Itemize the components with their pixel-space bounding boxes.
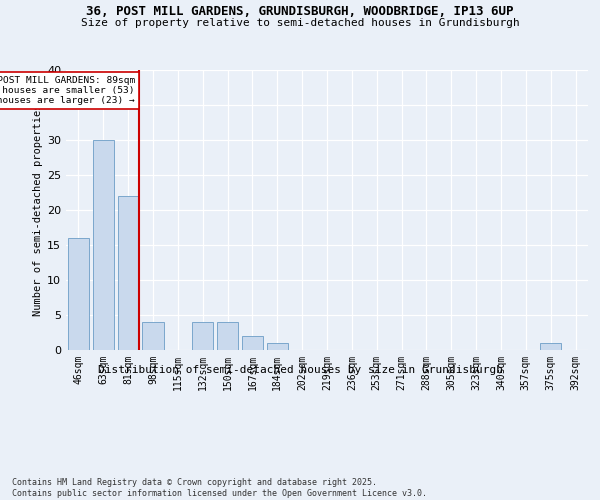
Bar xyxy=(192,322,213,350)
Bar xyxy=(242,336,263,350)
Bar xyxy=(93,140,114,350)
Text: Distribution of semi-detached houses by size in Grundisburgh: Distribution of semi-detached houses by … xyxy=(97,365,503,375)
Bar xyxy=(118,196,139,350)
Bar xyxy=(217,322,238,350)
Bar xyxy=(68,238,89,350)
Bar xyxy=(267,343,288,350)
Text: 36, POST MILL GARDENS, GRUNDISBURGH, WOODBRIDGE, IP13 6UP: 36, POST MILL GARDENS, GRUNDISBURGH, WOO… xyxy=(86,5,514,18)
Text: Size of property relative to semi-detached houses in Grundisburgh: Size of property relative to semi-detach… xyxy=(80,18,520,28)
Bar xyxy=(142,322,164,350)
Y-axis label: Number of semi-detached properties: Number of semi-detached properties xyxy=(33,104,43,316)
Text: Contains HM Land Registry data © Crown copyright and database right 2025.
Contai: Contains HM Land Registry data © Crown c… xyxy=(12,478,427,498)
Text: 36 POST MILL GARDENS: 89sqm
← 67% of semi-detached houses are smaller (53)
29% o: 36 POST MILL GARDENS: 89sqm ← 67% of sem… xyxy=(0,76,135,106)
Bar xyxy=(540,343,561,350)
